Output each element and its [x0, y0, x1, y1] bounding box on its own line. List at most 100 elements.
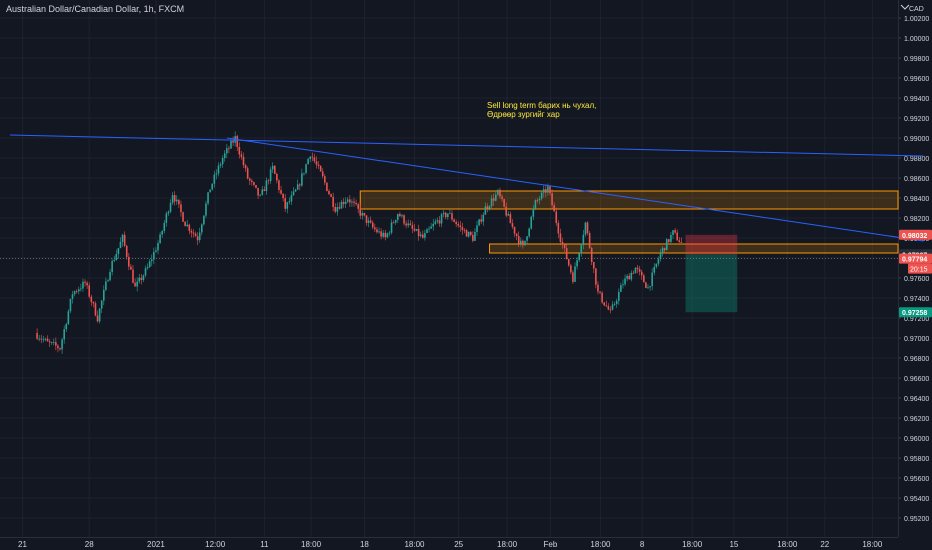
candle-body [563, 244, 566, 248]
candle-body [378, 231, 380, 233]
candle-body [148, 261, 151, 268]
candle-body [136, 281, 138, 287]
candle-body [611, 304, 614, 310]
candle-body [138, 277, 141, 282]
candle-body [52, 342, 55, 343]
candle-body [342, 201, 345, 204]
candle-body [613, 303, 616, 305]
candle-body [344, 201, 347, 204]
candle-body [459, 225, 462, 228]
candle-body [351, 201, 353, 203]
candle-body [371, 222, 374, 228]
candle-body [472, 235, 474, 241]
candle-body [217, 165, 220, 174]
candle-body [432, 223, 435, 227]
x-tick-label: 22 [820, 540, 829, 549]
candle-body [424, 233, 426, 238]
y-tick-label: 0.95600 [904, 476, 929, 483]
price-label: 0.97794 [902, 257, 927, 264]
candle-body [451, 213, 453, 220]
candle-body [657, 259, 660, 264]
candle-body [549, 186, 551, 194]
candle-body [349, 199, 351, 203]
price-label: 0.97258 [902, 310, 927, 317]
candle-body [157, 243, 159, 251]
candle-body [636, 267, 639, 270]
candle-body [643, 275, 645, 283]
candle-body [130, 266, 132, 270]
candle-body [374, 227, 376, 230]
price-label-bg [899, 253, 932, 264]
candle-body [213, 174, 216, 184]
candle-body [651, 272, 653, 287]
candle-body [592, 261, 595, 269]
y-tick-label: 0.97600 [904, 276, 929, 283]
candle-body [361, 212, 364, 216]
candle-body [632, 272, 635, 274]
candle-body [67, 311, 70, 325]
candle-body [447, 213, 449, 218]
candle-body [38, 338, 40, 340]
candle-body [465, 230, 468, 237]
candle-body [40, 338, 43, 340]
candle-body [409, 223, 412, 226]
candle-body [248, 178, 251, 181]
candle-body [396, 213, 399, 220]
candle-body [357, 204, 359, 209]
candle-body [196, 236, 199, 241]
candle-body [230, 140, 232, 149]
candle-body [490, 198, 493, 207]
candle-body [517, 236, 520, 244]
y-tick-label: 1.00200 [904, 16, 929, 23]
candle-body [298, 184, 301, 186]
x-tick-label: 2021 [147, 540, 165, 549]
candle-body [276, 173, 278, 181]
candle-body [536, 200, 539, 201]
candle-body [520, 240, 522, 244]
candle-body [645, 282, 647, 289]
candle-body [526, 236, 528, 241]
candle-body [359, 208, 362, 216]
candle-body [590, 247, 593, 262]
candle-body [620, 285, 622, 292]
candle-body [261, 189, 264, 195]
candle-body [346, 199, 349, 202]
annotation-line-2: Өдрөөр зургийг хар [487, 110, 560, 119]
candle-body [328, 191, 330, 195]
candle-body [607, 306, 610, 310]
candle-body [540, 192, 543, 199]
x-tick-label: 18:00 [404, 540, 425, 549]
candle-body [167, 211, 170, 214]
candle-body [659, 252, 662, 260]
x-tick-label: 11 [260, 540, 269, 549]
trendline [226, 137, 924, 242]
candle-body [303, 172, 305, 174]
candle-body [326, 182, 328, 192]
candle-body [434, 221, 437, 224]
candle-body [309, 156, 312, 159]
y-tick-label: 0.95800 [904, 456, 929, 463]
candle-body [624, 278, 626, 285]
candle-body [257, 187, 259, 196]
candle-body [576, 260, 578, 267]
x-tick-label: 28 [85, 540, 94, 549]
candle-body [317, 164, 320, 166]
candle-body [438, 220, 441, 224]
candle-body [444, 212, 447, 218]
y-tick-label: 0.98200 [904, 216, 929, 223]
candle-body [399, 213, 401, 217]
candle-body [290, 195, 293, 202]
candle-body [255, 184, 257, 188]
candle-body [134, 282, 136, 287]
candle-body [545, 189, 547, 193]
y-tick-label: 1.00000 [904, 36, 929, 43]
candle-body [153, 251, 155, 260]
candle-body [534, 200, 537, 209]
candle-body [474, 232, 476, 241]
candle-body [501, 196, 503, 200]
candle-body [557, 222, 560, 234]
candle-body [44, 338, 47, 340]
candle-body [640, 271, 643, 276]
candle-body [355, 202, 357, 205]
